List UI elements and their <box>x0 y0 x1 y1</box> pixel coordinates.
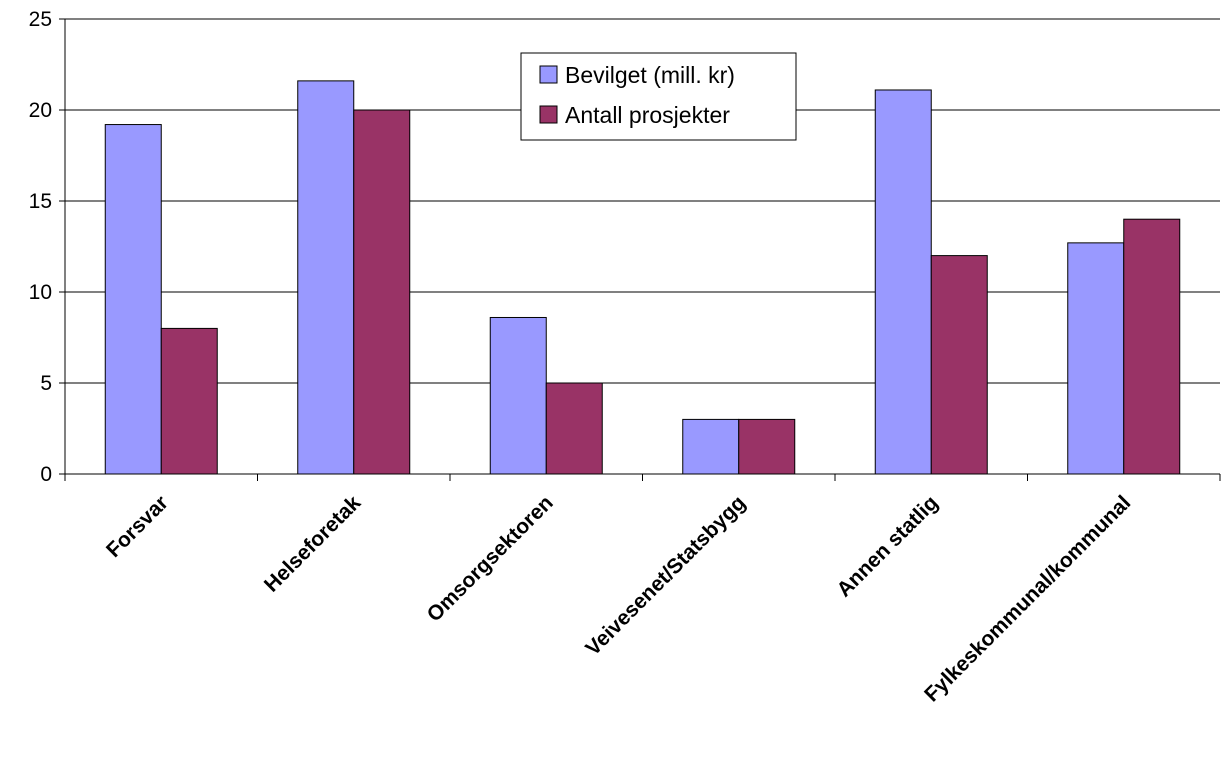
y-tick-label: 10 <box>29 281 52 304</box>
bar-bevilget-5 <box>1067 242 1125 475</box>
legend-label: Antall prosjekter <box>565 102 730 128</box>
x-category-label: Forsvar <box>102 491 173 562</box>
bar-antall-5 <box>1123 218 1181 475</box>
gridlines <box>65 18 1220 384</box>
x-category-label: Fylkeskommunal/kommunal <box>920 491 1135 706</box>
y-tick-label: 20 <box>29 99 52 122</box>
bar-bevilget-4 <box>874 89 932 475</box>
legend-box <box>520 52 797 141</box>
legend-swatch <box>539 65 558 84</box>
bar-bevilget-1 <box>297 80 355 475</box>
y-tick-labels: 0 5 10 15 20 25 <box>29 8 52 486</box>
x-category-labels: Forsvar Helseforetak Omsorgsektoren Veivese… <box>102 491 1135 706</box>
bar-bevilget-2 <box>489 316 547 475</box>
bar-bevilget-3 <box>682 418 740 475</box>
y-tick-label: 25 <box>29 8 52 31</box>
x-category-label: Helseforetak <box>260 491 366 597</box>
x-category-label: Annen statlig <box>832 491 942 601</box>
bar-antall-4 <box>930 255 988 475</box>
bar-antall-3 <box>738 418 796 475</box>
axes <box>59 18 1221 481</box>
x-category-label: Veivesenet/Statsbygg <box>581 491 750 660</box>
bar-antall-2 <box>545 382 603 475</box>
bar-antall-1 <box>353 109 411 475</box>
bars <box>104 80 1181 475</box>
legend: Bevilget (mill. kr) Antall prosjekter <box>520 52 797 141</box>
y-tick-label: 5 <box>40 372 52 395</box>
legend-label: Bevilget (mill. kr) <box>565 62 735 88</box>
x-category-label: Omsorgsektoren <box>423 491 558 626</box>
y-tick-label: 0 <box>40 463 52 486</box>
y-tick-label: 15 <box>29 190 52 213</box>
bar-antall-0 <box>160 327 218 475</box>
legend-swatch <box>539 105 558 124</box>
bar-bevilget-0 <box>104 124 162 475</box>
